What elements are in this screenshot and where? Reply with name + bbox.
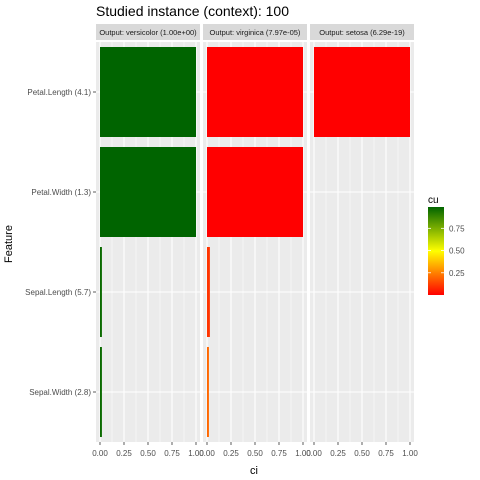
facet-panel: Output: setosa (6.29e-19) 0.00 0.25 0.50 0.7… xyxy=(306,24,418,458)
legend-tick-label: 0.75 xyxy=(449,224,465,233)
bar xyxy=(207,47,303,137)
x-tick-label: 0.25 xyxy=(330,449,346,458)
bar xyxy=(100,47,196,137)
x-tick-label: 0.00 xyxy=(199,449,215,458)
x-tick-label: 1.00 xyxy=(402,449,418,458)
y-tick-label: Petal.Length (4.1) xyxy=(27,88,91,97)
bar xyxy=(207,147,303,237)
facet-strip xyxy=(310,24,414,40)
legend-colorbar xyxy=(428,207,444,295)
x-tick-label: 1.00 xyxy=(188,449,204,458)
facet-strip-label: Output: versicolor (1.00e+00) xyxy=(99,28,197,37)
bar xyxy=(207,247,210,337)
x-tick-label: 0.25 xyxy=(223,449,239,458)
facet-strip xyxy=(96,24,200,40)
x-tick-label: 0.00 xyxy=(92,449,108,458)
bar xyxy=(314,47,410,137)
facet-panels: Output: versicolor (1.00e+00) 0.00 0.25 0.5… xyxy=(92,24,418,458)
y-axis: Petal.Length (4.1) Petal.Width (1.3) Sepal… xyxy=(25,88,96,397)
bar xyxy=(100,347,102,437)
y-axis-label: Feature xyxy=(3,225,15,263)
y-tick-label: Sepal.Width (2.8) xyxy=(29,388,91,397)
x-tick-label: 0.50 xyxy=(247,449,263,458)
facet-panel: Output: versicolor (1.00e+00) 0.00 0.25 0.5… xyxy=(92,24,204,458)
x-tick-label: 0.50 xyxy=(140,449,156,458)
x-tick-label: 0.25 xyxy=(116,449,132,458)
x-tick-label: 0.75 xyxy=(378,449,394,458)
facet-strip-label: Output: setosa (6.29e-19) xyxy=(319,28,405,37)
chart-title: Studied instance (context): 100 xyxy=(96,3,289,19)
x-tick-label: 1.00 xyxy=(295,449,311,458)
facet-panel: Output: virginica (7.97e-05) 0.00 0.25 0.50… xyxy=(199,24,311,458)
facet-strip-label: Output: virginica (7.97e-05) xyxy=(210,28,301,37)
legend-tick-label: 0.25 xyxy=(449,269,465,278)
legend-tick-label: 0.50 xyxy=(449,247,465,256)
facet-strip xyxy=(203,24,307,40)
legend-title: cu xyxy=(428,195,439,206)
legend: cu 0.25 0.50 0.75 xyxy=(428,195,465,295)
y-tick-label: Petal.Width (1.3) xyxy=(31,188,91,197)
x-tick-label: 0.75 xyxy=(271,449,287,458)
x-tick-label: 0.50 xyxy=(354,449,370,458)
x-tick-label: 0.75 xyxy=(164,449,180,458)
bar xyxy=(207,347,209,437)
x-axis-label: ci xyxy=(250,465,258,477)
bar xyxy=(100,147,196,237)
x-tick-label: 0.00 xyxy=(306,449,322,458)
y-tick-label: Sepal.Length (5.7) xyxy=(25,288,91,297)
bar xyxy=(100,247,102,337)
